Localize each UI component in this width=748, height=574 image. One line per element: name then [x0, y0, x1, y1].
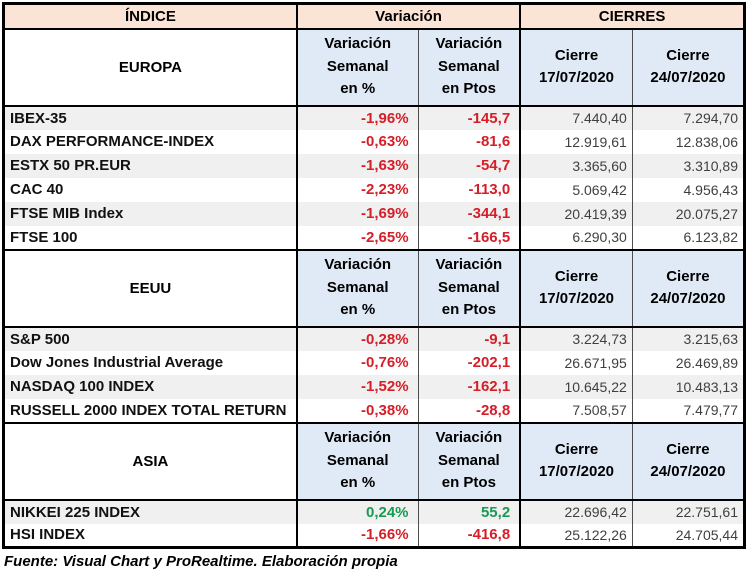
index-row: HSI INDEX -1,66% -416,8 25.122,26 24.705…: [3, 523, 745, 548]
weekly-pct-cell: -0,38%: [296, 398, 419, 423]
weekly-pct-cell: -0,28%: [296, 326, 419, 351]
weekly-pts-cell: -54,7: [418, 153, 522, 178]
index-name-cell: NIKKEI 225 INDEX: [3, 499, 298, 524]
index-row: RUSSELL 2000 INDEX TOTAL RETURN -0,38% -…: [3, 398, 745, 423]
col-header-weekly-pts: Variación Semanal en Ptos: [418, 27, 522, 107]
weekly-pct-cell: -2,65%: [296, 225, 419, 250]
section-header-eeuu: EEUU Variación Semanal en % Variación Se…: [3, 248, 745, 328]
weekly-pct-cell: -1,69%: [296, 201, 419, 226]
index-name-cell: HSI INDEX: [3, 523, 298, 548]
weekly-pts-cell: -9,1: [418, 326, 522, 351]
weekly-pts-cell: -81,6: [418, 129, 522, 154]
market-index-table: ÍNDICE Variación CIERRES EUROPA Variació…: [2, 2, 746, 549]
weekly-pct-cell: -1,66%: [296, 523, 419, 548]
index-row: NIKKEI 225 INDEX 0,24% 55,2 22.696,42 22…: [3, 499, 745, 524]
index-row: IBEX-35 -1,96% -145,7 7.440,40 7.294,70: [3, 105, 745, 130]
close-last-cell: 20.075,27: [675, 205, 738, 222]
weekly-pct-cell: -0,76%: [296, 350, 419, 375]
weekly-pts-cell: -145,7: [418, 105, 522, 130]
close-prev-cell: 5.069,42: [520, 177, 633, 202]
close-prev-cell: 3.224,73: [520, 326, 633, 351]
col-header-weekly-pct: Variación Semanal en %: [296, 421, 419, 501]
weekly-pct-cell: -0,63%: [296, 129, 419, 154]
index-row: S&P 500 -0,28% -9,1 3.224,73 3.215,63: [3, 326, 745, 351]
weekly-pct-cell: -1,52%: [296, 374, 419, 399]
index-row: FTSE 100 -2,65% -166,5 6.290,30 6.123,82: [3, 225, 745, 250]
close-prev-cell: 26.671,95: [520, 350, 633, 375]
close-last-cell: 22.751,61: [675, 504, 738, 520]
index-name-cell: FTSE 100: [3, 225, 298, 250]
table-header-row: ÍNDICE Variación CIERRES: [3, 3, 745, 30]
col-header-close-last: Cierre 24/07/2020: [632, 27, 745, 107]
col-header-close-prev: Cierre 17/07/2020: [520, 27, 633, 107]
index-name-cell: FTSE MIB Index: [3, 201, 298, 226]
col-header-close-last: Cierre 24/07/2020: [632, 421, 745, 501]
col-header-weekly-pts: Variación Semanal en Ptos: [418, 248, 522, 328]
index-name-cell: ESTX 50 PR.EUR: [3, 153, 298, 178]
index-row: FTSE MIB Index -1,69% -344,1 20.419,39 2…: [3, 201, 745, 226]
region-label: EEUU: [3, 248, 298, 328]
weekly-pts-cell: 55,2: [418, 499, 522, 524]
section-header-asia: ASIA Variación Semanal en % Variación Se…: [3, 421, 745, 501]
index-row: Dow Jones Industrial Average -0,76% -202…: [3, 350, 745, 375]
close-last-cell: 24.705,44: [675, 526, 738, 543]
close-last-cell: 7.479,77: [683, 402, 739, 418]
index-name-cell: Dow Jones Industrial Average: [3, 350, 298, 375]
col-header-close-prev: Cierre 17/07/2020: [520, 421, 633, 501]
close-prev-cell: 3.365,60: [520, 153, 633, 178]
close-prev-cell: 7.440,40: [520, 105, 633, 130]
index-name-cell: DAX PERFORMANCE-INDEX: [3, 129, 298, 154]
close-prev-cell: 6.290,30: [520, 225, 633, 250]
weekly-pct-cell: 0,24%: [296, 499, 419, 524]
close-prev-cell: 22.696,42: [520, 499, 633, 524]
section-header-europa: EUROPA Variación Semanal en % Variación …: [3, 27, 745, 107]
index-name-cell: IBEX-35: [3, 105, 298, 130]
weekly-pct-cell: -1,63%: [296, 153, 419, 178]
col-header-close-prev: Cierre 17/07/2020: [520, 248, 633, 328]
col-header-weekly-pct: Variación Semanal en %: [296, 248, 419, 328]
close-prev-cell: 12.919,61: [520, 129, 633, 154]
close-last-cell: 10.483,13: [675, 378, 738, 395]
close-prev-cell: 25.122,26: [520, 523, 633, 548]
index-name-cell: S&P 500: [3, 326, 298, 351]
index-row: CAC 40 -2,23% -113,0 5.069,42 4.956,43: [3, 177, 745, 202]
close-last-cell: 6.123,82: [683, 229, 739, 245]
weekly-pts-cell: -113,0: [418, 177, 522, 202]
close-last-cell: 3.310,89: [683, 157, 739, 174]
region-label: ASIA: [3, 421, 298, 501]
weekly-pct-cell: -1,96%: [296, 105, 419, 130]
close-prev-cell: 20.419,39: [520, 201, 633, 226]
index-name-cell: RUSSELL 2000 INDEX TOTAL RETURN: [3, 398, 298, 423]
close-last-cell: 4.956,43: [683, 181, 739, 198]
weekly-pts-cell: -202,1: [418, 350, 522, 375]
region-label: EUROPA: [3, 27, 298, 107]
weekly-pts-cell: -344,1: [418, 201, 522, 226]
index-name-cell: NASDAQ 100 INDEX: [3, 374, 298, 399]
header-cierres: CIERRES: [520, 3, 745, 30]
index-row: NASDAQ 100 INDEX -1,52% -162,1 10.645,22…: [3, 374, 745, 399]
col-header-weekly-pts: Variación Semanal en Ptos: [418, 421, 522, 501]
index-name-cell: CAC 40: [3, 177, 298, 202]
weekly-pct-cell: -2,23%: [296, 177, 419, 202]
index-row: ESTX 50 PR.EUR -1,63% -54,7 3.365,60 3.3…: [3, 153, 745, 178]
index-row: DAX PERFORMANCE-INDEX -0,63% -81,6 12.91…: [3, 129, 745, 154]
close-prev-cell: 7.508,57: [520, 398, 633, 423]
weekly-pts-cell: -166,5: [418, 225, 522, 250]
weekly-pts-cell: -28,8: [418, 398, 522, 423]
col-header-weekly-pct: Variación Semanal en %: [296, 27, 419, 107]
weekly-pts-cell: -416,8: [418, 523, 522, 548]
close-last-cell: 3.215,63: [683, 331, 739, 347]
source-note: Fuente: Visual Chart y ProRealtime. Elab…: [4, 553, 398, 570]
close-last-cell: 12.838,06: [675, 133, 738, 150]
header-indice: ÍNDICE: [3, 3, 298, 30]
close-last-cell: 7.294,70: [683, 110, 739, 126]
close-prev-cell: 10.645,22: [520, 374, 633, 399]
weekly-pts-cell: -162,1: [418, 374, 522, 399]
col-header-close-last: Cierre 24/07/2020: [632, 248, 745, 328]
close-last-cell: 26.469,89: [675, 354, 738, 371]
header-variacion: Variación: [296, 3, 522, 30]
